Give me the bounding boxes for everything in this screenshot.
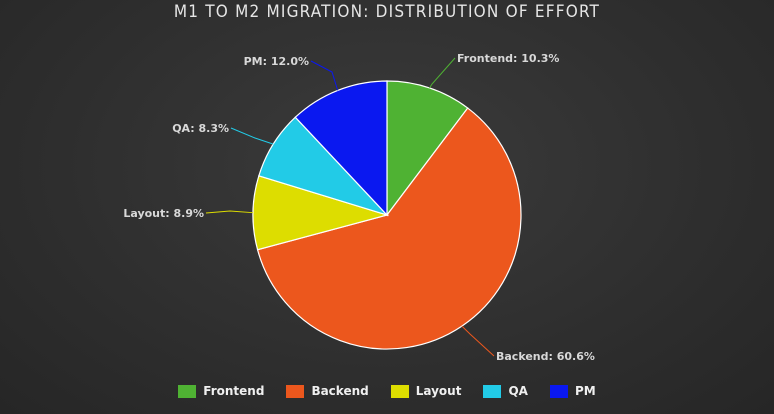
legend-item-qa[interactable]: QA xyxy=(483,384,528,398)
pie-slice-backend[interactable] xyxy=(256,107,522,350)
legend-item-backend[interactable]: Backend xyxy=(286,384,369,398)
legend-item-frontend[interactable]: Frontend xyxy=(178,384,264,398)
data-label-qa: QA: 8.3% xyxy=(172,122,229,135)
legend-label-backend: Backend xyxy=(311,384,369,398)
legend-swatch-qa xyxy=(483,384,502,398)
chart-title: M1 TO M2 MIGRATION: DISTRIBUTION OF EFFO… xyxy=(173,2,601,22)
label-connector-backend xyxy=(461,325,495,357)
legend-label-layout: Layout xyxy=(415,384,462,398)
label-connector-frontend xyxy=(429,57,456,89)
legend-label-frontend: Frontend xyxy=(203,384,265,398)
label-connector-qa xyxy=(230,127,274,145)
legend-swatch-layout xyxy=(390,384,409,398)
label-connector-layout xyxy=(205,210,254,214)
legend-item-pm[interactable]: PM xyxy=(549,384,596,398)
legend-swatch-pm xyxy=(549,384,568,398)
pie-slice-frontend[interactable] xyxy=(386,80,469,217)
legend-label-qa: QA xyxy=(508,384,528,398)
pie-slice-pm[interactable] xyxy=(294,80,388,217)
label-connector-pm xyxy=(310,60,339,91)
legend-label-pm: PM xyxy=(574,384,596,398)
data-label-backend: Backend: 60.6% xyxy=(496,350,595,363)
data-label-layout: Layout: 8.9% xyxy=(123,207,204,220)
data-label-frontend: Frontend: 10.3% xyxy=(457,52,559,65)
chart-legend: Frontend Backend Layout QA PM xyxy=(0,384,774,398)
data-label-pm: PM: 12.0% xyxy=(244,55,309,68)
legend-item-layout[interactable]: Layout xyxy=(390,384,462,398)
legend-swatch-backend xyxy=(286,384,305,398)
legend-swatch-frontend xyxy=(178,384,197,398)
